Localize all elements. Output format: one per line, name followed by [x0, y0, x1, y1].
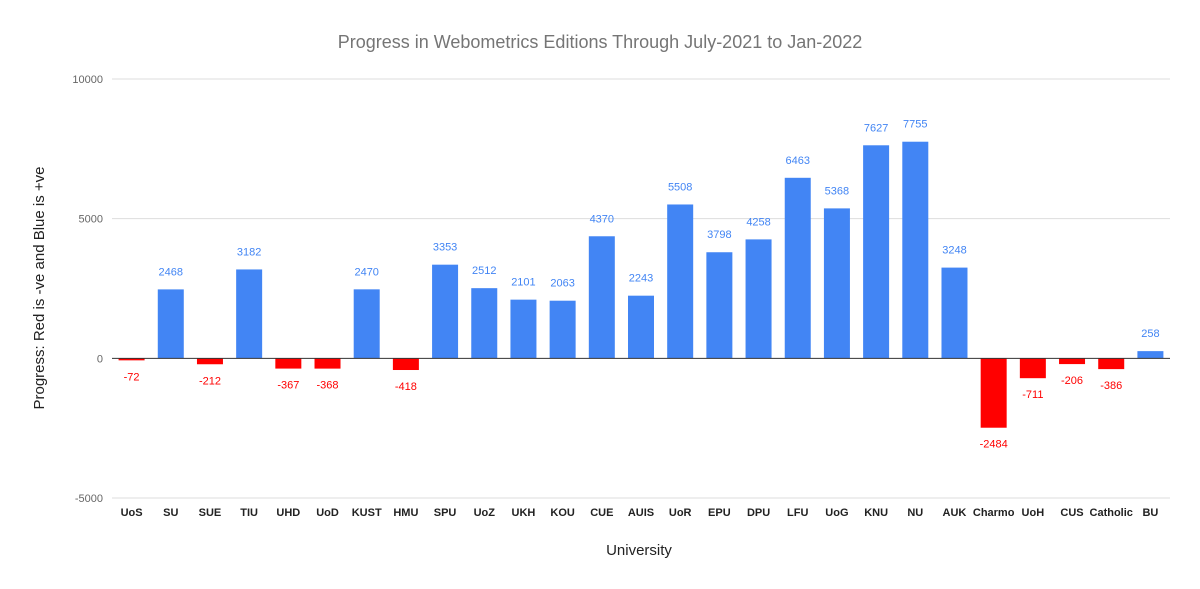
x-tick-label: UoD: [316, 507, 339, 519]
x-tick-label: EPU: [708, 507, 731, 519]
bar-UKH: [510, 299, 537, 359]
x-axis-ticks: UoS SU SUE TIU UHD UoD KUST HMU SPU UoZ UKH KOU CUE A…: [121, 507, 1159, 519]
bar-CUE: [588, 236, 615, 359]
data-label: 3798: [707, 229, 731, 241]
x-tick-label: CUS: [1060, 507, 1083, 519]
bar-UoH: [1019, 358, 1046, 379]
data-label: 6463: [785, 155, 809, 167]
y-axis-ticks: 10000 5000 0 -5000: [72, 74, 103, 505]
bar-HMU: [392, 358, 419, 371]
x-tick-label: KNU: [864, 507, 888, 519]
x-tick-label: SU: [163, 507, 178, 519]
x-tick-label: CUE: [590, 507, 613, 519]
data-label: 4258: [746, 216, 770, 228]
bar-KUST: [353, 289, 380, 359]
data-label: 7755: [903, 119, 927, 131]
y-axis-title: Progress: Red is -ve and Blue is +ve: [31, 166, 48, 409]
y-tick-label: -5000: [75, 493, 103, 505]
x-axis-title: University: [606, 542, 672, 559]
data-label: -418: [395, 381, 417, 393]
x-tick-label: SPU: [434, 507, 457, 519]
data-label: -368: [317, 380, 339, 392]
data-label: 5368: [825, 185, 849, 197]
bar-SPU: [432, 264, 459, 359]
data-label: 3353: [433, 242, 457, 254]
data-label: -212: [199, 375, 221, 387]
bar-KNU: [863, 145, 890, 359]
data-label: 258: [1141, 328, 1159, 340]
x-tick-label: HMU: [393, 507, 418, 519]
x-tick-label: UKH: [512, 507, 536, 519]
bar-NU: [902, 141, 929, 359]
bar-SUE: [196, 358, 223, 365]
data-label: 7627: [864, 122, 888, 134]
data-label: -2484: [980, 439, 1008, 451]
bar-UoG: [823, 208, 850, 359]
data-label: 2243: [629, 273, 653, 285]
data-label: -72: [124, 371, 140, 383]
data-label: 2470: [354, 266, 378, 278]
x-tick-label: UoR: [669, 507, 692, 519]
bar-SU: [157, 289, 184, 359]
x-tick-label: AUIS: [628, 507, 654, 519]
bar-AUK: [941, 267, 968, 359]
x-tick-label: UHD: [276, 507, 300, 519]
bar-CUS: [1059, 358, 1086, 365]
x-tick-label: KUST: [352, 507, 382, 519]
y-tick-label: 0: [97, 353, 103, 365]
y-tick-label: 5000: [79, 214, 103, 226]
data-label: 2063: [550, 278, 574, 290]
bar-EPU: [706, 252, 733, 359]
bar-KOU: [549, 300, 576, 359]
bar-DPU: [745, 239, 772, 359]
bar-UHD: [275, 358, 302, 369]
bar-Catholic: [1098, 358, 1125, 370]
data-label: 3182: [237, 246, 261, 258]
data-label: -206: [1061, 375, 1083, 387]
data-labels: -72 2468 -212 3182 -367 -368 2470 -418 3353 2512 2…: [124, 119, 1160, 451]
x-tick-label: UoZ: [474, 507, 496, 519]
data-label: -386: [1100, 380, 1122, 392]
data-label: 5508: [668, 181, 692, 193]
x-tick-label: UoS: [121, 507, 143, 519]
x-tick-label: LFU: [787, 507, 808, 519]
chart-title: Progress in Webometrics Editions Through…: [338, 32, 863, 52]
x-tick-label: Catholic: [1090, 507, 1133, 519]
x-tick-label: UoH: [1022, 507, 1045, 519]
x-tick-label: SUE: [199, 507, 222, 519]
bar-AUIS: [628, 295, 654, 359]
x-tick-label: TIU: [240, 507, 258, 519]
x-tick-label: BU: [1142, 507, 1158, 519]
bar-LFU: [784, 177, 811, 359]
bars: [118, 141, 1164, 428]
bar-UoS: [118, 358, 145, 361]
data-label: -711: [1022, 389, 1043, 401]
x-tick-label: AUK: [943, 507, 967, 519]
x-tick-label: KOU: [550, 507, 575, 519]
data-label: 3248: [942, 245, 966, 257]
bar-TIU: [236, 269, 263, 359]
y-tick-label: 10000: [72, 74, 103, 86]
x-tick-label: Charmo: [973, 507, 1015, 519]
bar-Charmo: [980, 358, 1007, 428]
x-tick-label: NU: [907, 507, 923, 519]
x-tick-label: UoG: [825, 507, 848, 519]
bar-BU: [1137, 351, 1164, 359]
bar-UoZ: [471, 288, 498, 359]
gridlines: [112, 78, 1170, 499]
data-label: -367: [277, 380, 299, 392]
data-label: 2101: [511, 277, 535, 289]
data-label: 4370: [590, 213, 614, 225]
bar-UoD: [314, 358, 341, 369]
x-tick-label: DPU: [747, 507, 770, 519]
data-label: 2468: [159, 266, 183, 278]
data-label: 2512: [472, 265, 496, 277]
bar-UoR: [667, 204, 694, 359]
